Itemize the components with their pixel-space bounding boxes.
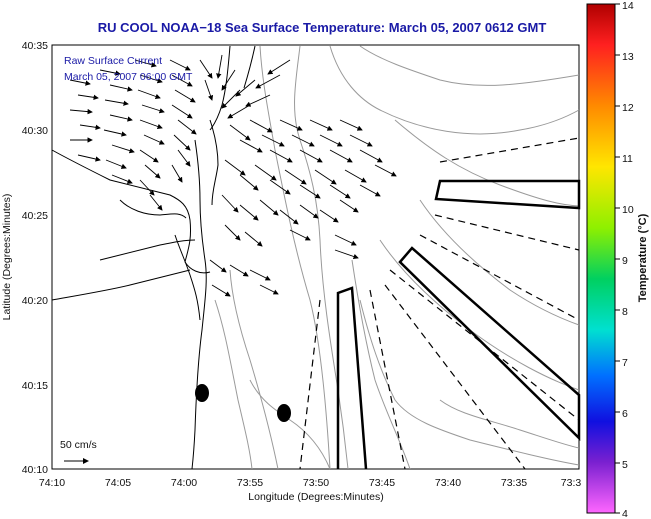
x-tick-label: 73:3 — [561, 477, 582, 489]
colorbar-tick-label: 6 — [622, 408, 628, 420]
x-tick-label: 73:45 — [369, 477, 395, 489]
colorbar-tick-label: 8 — [622, 306, 628, 318]
colorbar-label: Temperature (°C) — [637, 213, 649, 302]
y-tick-label: 40:10 — [22, 464, 48, 476]
x-tick-label: 73:40 — [435, 477, 461, 489]
x-tick-label: 74:05 — [105, 477, 131, 489]
black-marker-icon — [277, 404, 291, 422]
figure-title: RU COOL NOAA−18 Sea Surface Temperature:… — [98, 20, 547, 35]
x-tick-label: 74:00 — [171, 477, 197, 489]
coastline — [51, 45, 256, 470]
y-tick-label: 40:35 — [22, 40, 48, 52]
colorbar-ticks — [615, 3, 620, 514]
black-marker-icon — [195, 384, 209, 402]
current-vectors — [69, 54, 397, 297]
x-tick-label: 73:50 — [303, 477, 329, 489]
colorbar-tick-label: 14 — [622, 0, 634, 12]
y-tick-label: 40:20 — [22, 295, 48, 307]
legend-line-2: March 05, 2007 06:00 GMT — [64, 71, 193, 83]
x-tick-label: 74:10 — [39, 477, 65, 489]
survey-boxes — [336, 179, 581, 470]
x-axis-label: Longitude (Degrees:Minutes) — [248, 491, 383, 503]
map-frame — [51, 44, 580, 470]
y-axis-label: Latitude (Degrees:Minutes) — [1, 194, 13, 321]
colorbar-tick-label: 10 — [622, 204, 634, 216]
y-tick-label: 40:15 — [22, 380, 48, 392]
x-axis: 74:10 74:05 74:00 73:55 73:50 73:45 73:4… — [39, 477, 582, 503]
colorbar-tick-label: 5 — [622, 459, 628, 471]
colorbar-tick-label: 13 — [622, 51, 634, 63]
y-tick-label: 40:30 — [22, 125, 48, 137]
x-tick-label: 73:35 — [501, 477, 527, 489]
legend-line-1: Raw Surface Current — [64, 55, 162, 67]
colorbar-tick-label: 7 — [622, 357, 628, 369]
colorbar: 14 13 12 11 10 9 8 7 6 5 4 Temperature (… — [586, 0, 649, 519]
colorbar-tick-label: 11 — [622, 153, 633, 165]
x-tick-label: 73:55 — [237, 477, 263, 489]
colorbar-tick-label: 4 — [622, 508, 628, 519]
scale-label: 50 cm/s — [60, 439, 97, 451]
y-tick-label: 40:25 — [22, 210, 48, 222]
y-axis: 40:35 40:30 40:25 40:20 40:15 40:10 Lati… — [1, 40, 48, 476]
colorbar-gradient — [586, 3, 616, 514]
bathymetry-contours — [214, 45, 580, 470]
colorbar-tick-label: 12 — [622, 102, 634, 114]
colorbar-tick-label: 9 — [622, 255, 628, 267]
map-panel: Raw Surface Current March 05, 2007 06:00… — [51, 44, 581, 470]
